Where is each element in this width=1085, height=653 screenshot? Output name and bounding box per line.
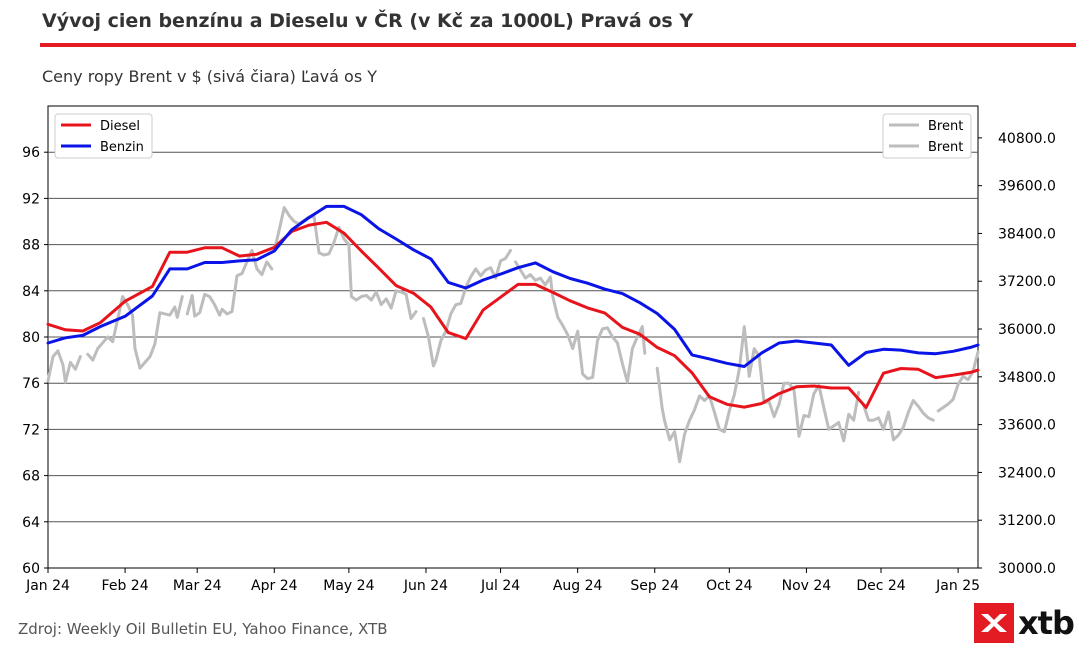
- legend-benzin-label: Benzin: [100, 140, 144, 155]
- title-underline: [40, 43, 1076, 47]
- series-line-brent-7: [655, 325, 861, 464]
- right-tick-label: 30000.0: [998, 561, 1056, 577]
- right-tick-label: 37200.0: [998, 274, 1056, 290]
- legend-brent-label-1: Brent: [928, 119, 963, 134]
- legend-brent-label-2: Brent: [928, 140, 963, 155]
- series-line-brent-8: [862, 399, 935, 442]
- left-tick-label: 76: [22, 376, 40, 392]
- xtb-logo-text: xtb: [1018, 604, 1075, 642]
- x-tick-label: Jul 24: [480, 578, 520, 594]
- series-line-brent-9: [936, 350, 980, 413]
- left-tick-label: 60: [22, 561, 40, 577]
- left-tick-label: 64: [22, 515, 40, 531]
- chart-title: Vývoj cien benzínu a Dieselu v ČR (v Kč …: [42, 10, 694, 32]
- left-tick-label: 92: [22, 191, 40, 207]
- legend-diesel-label: Diesel: [100, 119, 140, 134]
- x-tick-label: May 24: [323, 578, 374, 594]
- legend-right: Brent Brent: [882, 113, 972, 159]
- x-tick-label: Mar 24: [173, 578, 222, 594]
- right-tick-label: 36000.0: [998, 322, 1056, 338]
- chart-subtitle: Ceny ropy Brent v $ (sivá čiara) Ľavá os…: [42, 67, 378, 86]
- right-tick-label: 33600.0: [998, 418, 1056, 434]
- series-line-brent-6: [514, 260, 647, 384]
- series-line-brent-2: [86, 295, 184, 370]
- right-tick-label: 32400.0: [998, 465, 1056, 481]
- x-tick-label: Sep 24: [630, 578, 679, 594]
- right-tick-label: 31200.0: [998, 513, 1056, 529]
- left-tick-label: 84: [22, 284, 40, 300]
- x-tick-label: Oct 24: [706, 578, 753, 594]
- left-tick-label: 68: [22, 469, 40, 485]
- x-tick-label: Jan 24: [25, 578, 70, 594]
- x-tick-label: Nov 24: [782, 578, 832, 594]
- right-tick-label: 39600.0: [998, 179, 1056, 195]
- series-line-benzin: [46, 204, 980, 368]
- series-line-brent-3: [185, 248, 274, 318]
- x-tick-label: Jan 25: [935, 578, 980, 594]
- xtb-logo: xtb: [974, 603, 1075, 643]
- x-tick-label: Jun 24: [403, 578, 448, 594]
- legend-left: Diesel Benzin: [54, 113, 153, 159]
- right-tick-label: 38400.0: [998, 226, 1056, 242]
- x-tick-label: Dec 24: [856, 578, 905, 594]
- x-tick-label: Apr 24: [251, 578, 298, 594]
- series-line-brent-1: [46, 349, 82, 384]
- left-tick-label: 88: [22, 238, 40, 254]
- xtb-logo-mark-icon: [974, 603, 1014, 643]
- x-tick-label: Feb 24: [102, 578, 149, 594]
- x-tick-label: Aug 24: [553, 578, 603, 594]
- left-tick-label: 80: [22, 330, 40, 346]
- left-tick-label: 72: [22, 422, 40, 438]
- source-note: Zdroj: Weekly Oil Bulletin EU, Yahoo Fin…: [18, 620, 388, 638]
- series-line-diesel: [46, 220, 980, 409]
- right-tick-label: 34800.0: [998, 370, 1056, 386]
- left-tick-label: 96: [22, 145, 40, 161]
- right-tick-label: 40800.0: [998, 131, 1056, 147]
